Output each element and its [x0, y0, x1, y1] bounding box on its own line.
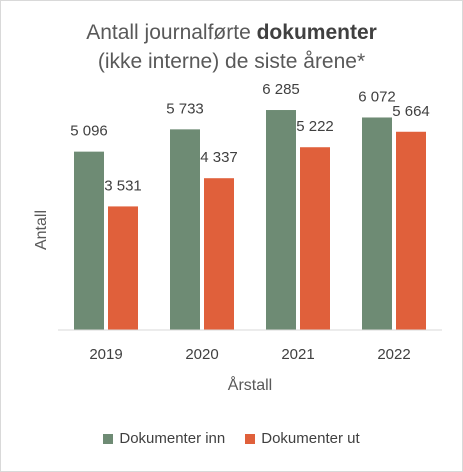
legend-label-ut: Dokumenter ut	[261, 430, 360, 447]
bar-inn-2020	[170, 129, 200, 330]
bar-ut-2022	[396, 131, 426, 330]
legend-swatch-ut	[245, 433, 256, 444]
legend: Dokumenter inn Dokumenter ut	[0, 430, 463, 447]
bar-ut-2020	[204, 178, 234, 330]
y-axis-label: Antall	[33, 210, 50, 250]
bar-inn-2022	[362, 117, 392, 330]
data-label-inn-2022: 6 072	[358, 88, 396, 105]
x-tick-label-2022: 2022	[377, 346, 410, 363]
x-tick-label-2020: 2020	[185, 346, 218, 363]
chart-title: Antall journalførte dokumenter	[0, 18, 463, 48]
bar-inn-2021	[266, 110, 296, 331]
chart-title-plain: Antall journalførte	[86, 21, 257, 44]
data-label-ut-2019: 3 531	[104, 177, 142, 194]
chart-subtitle: (ikke interne) de siste årene*	[97, 50, 366, 73]
data-label-inn-2020: 5 733	[166, 100, 204, 117]
data-label-inn-2019: 5 096	[70, 123, 108, 140]
bar-ut-2019	[108, 206, 138, 330]
legend-swatch-inn	[103, 433, 114, 444]
data-label-ut-2020: 4 337	[200, 149, 238, 166]
data-label-inn-2021: 6 285	[262, 81, 300, 98]
legend-label-inn: Dokumenter inn	[119, 430, 226, 447]
x-tick-label-2021: 2021	[281, 346, 314, 363]
bar-ut-2021	[300, 147, 330, 330]
chart-title-bold: dokumenter	[256, 21, 377, 44]
bar-inn-2019	[74, 151, 104, 330]
legend-item-inn: Dokumenter inn	[103, 430, 225, 447]
x-tick-label-2019: 2019	[89, 346, 122, 363]
x-axis-label: Årstall	[228, 375, 272, 394]
legend-item-ut: Dokumenter ut	[245, 430, 360, 447]
data-label-ut-2022: 5 664	[392, 103, 430, 120]
data-label-ut-2021: 5 222	[296, 118, 334, 135]
